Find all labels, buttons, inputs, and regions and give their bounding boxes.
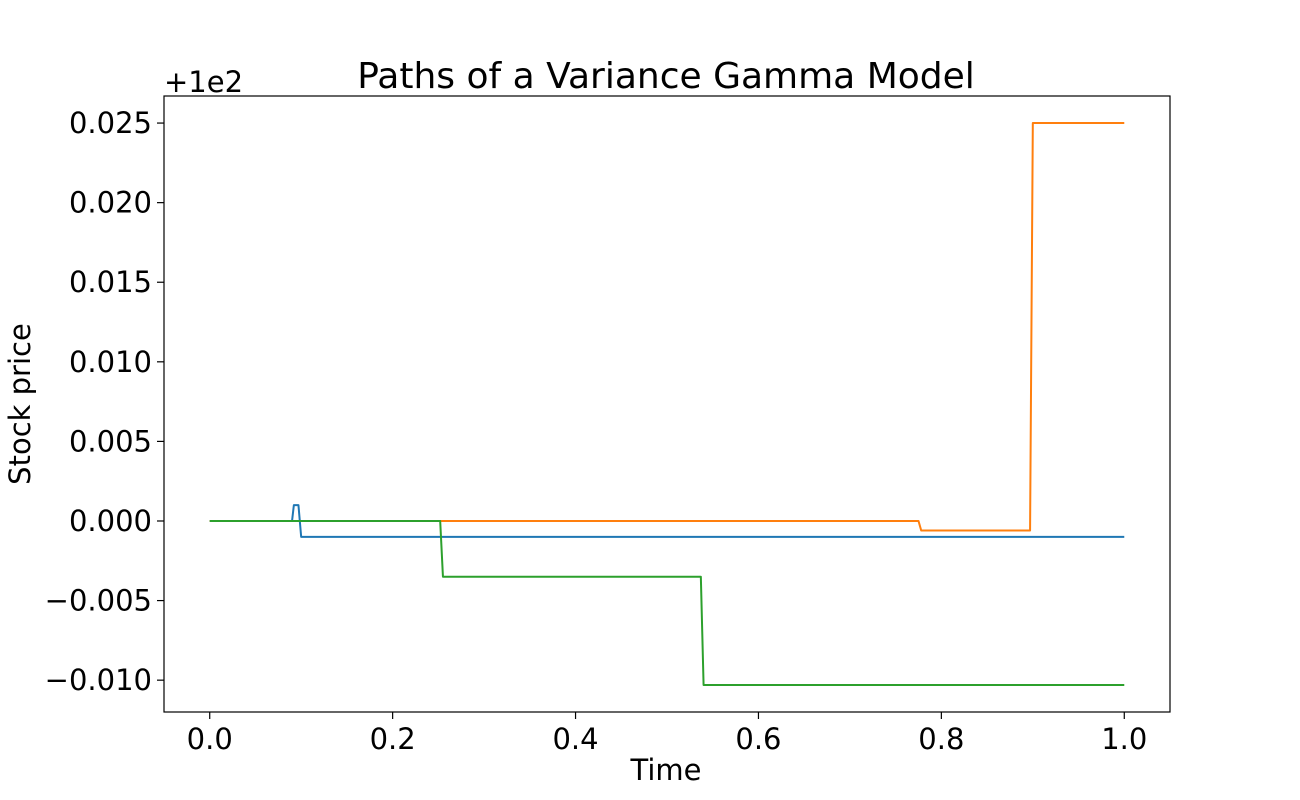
series-line-2: [209, 122, 1125, 532]
y-tick-label: 0.025: [69, 106, 152, 140]
y-axis-label: Stock price: [3, 323, 37, 485]
x-axis: 0.0 0.2 0.4 0.6 0.8 1.0: [187, 712, 1147, 756]
x-tick-label: 0.4: [552, 722, 598, 756]
plot-area: [163, 95, 1171, 713]
y-offset-label: +1e2: [164, 65, 243, 99]
series-layer: [209, 122, 1125, 686]
y-tick-label: 0.020: [69, 186, 152, 220]
plot-frame: [163, 95, 1171, 713]
y-axis: −0.010 −0.005 0.000 0.005 0.010 0.015 0.020 0.0…: [45, 106, 164, 697]
series-line-3: [209, 519, 1125, 686]
x-tick-label: 0.0: [187, 722, 233, 756]
y-tick-label: −0.010: [45, 663, 152, 697]
x-tick-label: 0.2: [370, 722, 416, 756]
chart-title: Paths of a Variance Gamma Model: [357, 56, 975, 97]
x-tick-label: 0.8: [918, 722, 964, 756]
x-axis-label: Time: [630, 753, 702, 787]
y-tick-label: 0.000: [69, 504, 152, 538]
y-tick-label: 0.010: [69, 345, 152, 379]
x-tick-label: 0.6: [735, 722, 781, 756]
y-tick-label: 0.005: [69, 424, 152, 458]
y-tick-label: 0.015: [69, 265, 152, 299]
x-tick-label: 1.0: [1101, 722, 1147, 756]
y-tick-label: −0.005: [45, 584, 152, 618]
